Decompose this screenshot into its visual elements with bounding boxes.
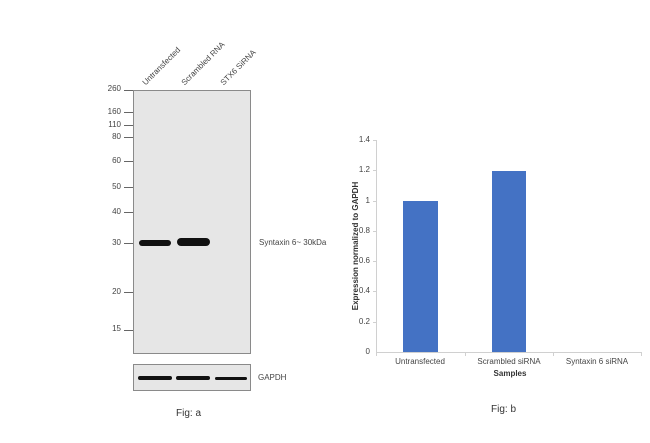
y-tick (373, 201, 376, 202)
y-tick-label: 0 (365, 347, 370, 356)
y-tick (373, 291, 376, 292)
gapdh-band-scrambled (176, 376, 210, 380)
y-tick (373, 231, 376, 232)
mw-label: 50 (112, 182, 121, 191)
x-tick (641, 352, 642, 356)
x-axis-title: Samples (493, 369, 527, 378)
mw-label: 15 (112, 324, 121, 333)
gapdh-band-untransfected (138, 376, 172, 380)
target-protein-label: Syntaxin 6~ 30kDa (259, 238, 327, 247)
y-axis (376, 140, 377, 352)
band-untransfected (139, 240, 171, 246)
mw-label: 110 (108, 120, 121, 129)
x-tick (553, 352, 554, 356)
mw-tick (124, 112, 133, 113)
lane-label-untransfected: Untransfected (140, 45, 183, 87)
blot-membrane-syntaxin6 (133, 90, 251, 354)
mw-tick (124, 243, 133, 244)
y-tick-label: 0.6 (358, 256, 370, 265)
mw-label: 60 (112, 156, 121, 165)
x-axis (376, 352, 642, 353)
mw-tick (124, 90, 133, 91)
mw-label: 40 (112, 207, 121, 216)
fig-b-caption: Fig: b (491, 404, 517, 415)
mw-label: 80 (112, 132, 121, 141)
mw-tick (124, 161, 133, 162)
mw-tick (124, 292, 133, 293)
y-tick-label: 0.2 (358, 317, 370, 326)
x-category-label: Untransfected (395, 357, 445, 366)
mw-label: 260 (107, 84, 121, 93)
x-tick (376, 352, 377, 356)
lane-label-stx6-sirna: STX6 SiRNA (218, 47, 258, 87)
bar-untransfected (403, 201, 438, 352)
loading-control-label: GAPDH (258, 373, 287, 382)
mw-label: 160 (107, 107, 121, 116)
band-scrambled (177, 238, 210, 246)
y-tick-label: 1.2 (358, 165, 370, 174)
y-tick (373, 261, 376, 262)
y-tick (373, 322, 376, 323)
x-category-label: Scrambled siRNA (477, 357, 541, 366)
mw-label: 20 (112, 287, 121, 296)
fig-a-caption: Fig: a (176, 408, 202, 419)
mw-tick (124, 330, 133, 331)
mw-tick (124, 125, 133, 126)
y-tick-label: 0.4 (358, 286, 370, 295)
y-axis-title: Expression normalized to GAPDH (351, 181, 360, 311)
y-tick-label: 0.8 (358, 226, 370, 235)
x-category-label: Syntaxin 6 siRNA (565, 357, 629, 366)
y-tick-label: 1.4 (358, 135, 370, 144)
mw-label: 30 (112, 238, 121, 247)
mw-tick (124, 187, 133, 188)
y-tick (373, 140, 376, 141)
mw-tick (124, 137, 133, 138)
mw-tick (124, 212, 133, 213)
gapdh-band-stx6 (215, 377, 247, 380)
y-tick-label: 1 (365, 196, 370, 205)
x-tick (465, 352, 466, 356)
bar-scrambled-sirna (492, 171, 526, 352)
y-tick (373, 170, 376, 171)
